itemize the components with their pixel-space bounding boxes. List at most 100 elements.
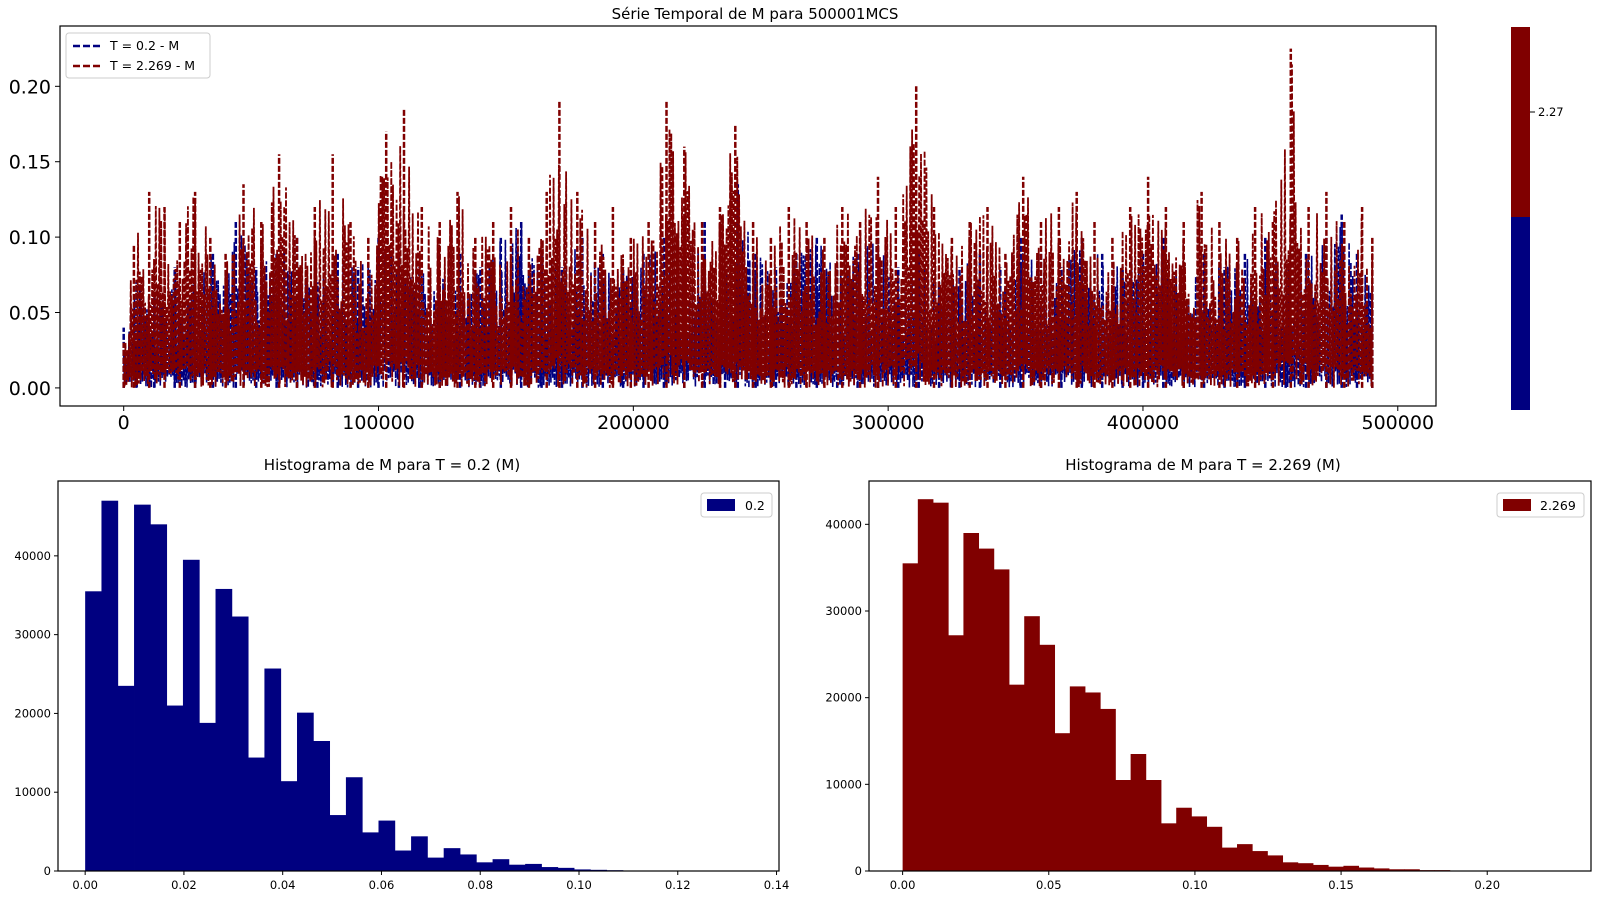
histogram-low-bar — [525, 863, 542, 871]
histogram-high-bar — [1206, 826, 1223, 871]
histogram-low-bar — [101, 500, 119, 871]
y-tick-label: 20000 — [14, 706, 51, 720]
histogram-high-bar — [1252, 851, 1268, 871]
histogram-high-bar — [1191, 816, 1208, 871]
x-tick-label: 0.20 — [1474, 878, 1500, 892]
time-series-plot-area — [122, 48, 1374, 388]
histogram-low-bar — [459, 854, 477, 871]
histogram-high-bar — [1267, 855, 1284, 871]
y-tick-label: 0.00 — [9, 378, 51, 400]
histogram-high-bar — [1085, 692, 1101, 871]
histogram-low-bar — [150, 524, 168, 871]
histogram-low-legend-swatch — [707, 499, 735, 511]
histogram-high-bar — [1145, 780, 1162, 871]
histogram-low-bar — [85, 591, 102, 871]
series-line-high — [122, 64, 1374, 388]
y-tick-label: 20000 — [825, 691, 862, 705]
histogram-high-bar — [902, 563, 919, 871]
histogram-high-bar — [1115, 780, 1132, 871]
histogram-low-bar — [492, 859, 510, 871]
histogram-high-bar — [1343, 865, 1360, 871]
histogram-low-bar — [443, 848, 461, 871]
histogram-low-bar — [264, 668, 282, 871]
y-tick-label: 30000 — [825, 604, 862, 618]
histogram-high-bar — [948, 635, 964, 871]
histogram-high-bar — [917, 499, 934, 871]
histogram-low-frame — [57, 480, 780, 872]
x-tick-label: 0.15 — [1328, 878, 1354, 892]
histogram-high-bar — [1009, 684, 1025, 871]
colorbar-tick-label: 2.27 — [1538, 105, 1564, 119]
histogram-high-bar — [978, 548, 995, 871]
y-tick-label: 40000 — [825, 517, 862, 531]
histogram-high-frame — [868, 480, 1592, 872]
histogram-low-bar — [378, 820, 396, 871]
histogram-high-bar — [1237, 844, 1253, 871]
histogram-high-bar — [1161, 823, 1177, 871]
histogram-low-bar — [182, 559, 200, 871]
histogram-low-legend: 0.2 — [700, 492, 773, 518]
colorbar: 2.27 — [1511, 27, 1564, 410]
histogram-high-bar — [1221, 847, 1238, 871]
histogram-low-bars — [85, 500, 771, 871]
histogram-low-y-axis: 0 10000 20000 30000 40000 — [14, 549, 58, 878]
histogram-low-bar — [508, 864, 526, 871]
y-tick-label: 0.20 — [9, 76, 51, 98]
histogram-low-title: Histograma de M para T = 0.2 (M) — [264, 456, 520, 474]
histogram-high-x-axis: 0.00 0.05 0.10 0.15 0.20 — [890, 871, 1500, 892]
x-tick-label: 0.14 — [764, 878, 790, 892]
histogram-high-bar — [1328, 866, 1344, 871]
y-tick-label: 0 — [855, 864, 862, 878]
x-tick-label: 0.10 — [1182, 878, 1208, 892]
histogram-high-bar — [1373, 868, 1390, 871]
histogram-low-bar — [280, 781, 298, 871]
x-tick-label: 300000 — [852, 412, 925, 434]
time-series-y-axis: 0.00 0.05 0.10 0.15 0.20 — [9, 76, 60, 400]
x-tick-label: 0.02 — [171, 878, 197, 892]
histogram-high-bar — [963, 533, 980, 871]
histogram-high-y-axis: 0 10000 20000 30000 40000 — [825, 517, 869, 878]
histogram-low-bar — [199, 722, 216, 871]
histogram-low-bar — [557, 867, 575, 871]
x-tick-label: 500000 — [1362, 412, 1435, 434]
x-tick-label: 200000 — [597, 412, 670, 434]
y-tick-label: 10000 — [14, 785, 51, 799]
histogram-low-bar — [541, 867, 559, 871]
legend-label-low: T = 0.2 - M — [109, 38, 179, 53]
histogram-low-bar — [248, 757, 265, 871]
x-tick-label: 0.00 — [72, 878, 98, 892]
histogram-low-bar — [329, 815, 347, 871]
histogram-high-title: Histograma de M para T = 2.269 (M) — [1065, 456, 1340, 474]
histogram-low-bar — [297, 712, 314, 871]
histogram-high-bar — [1024, 616, 1040, 871]
histogram-high-bar — [1404, 869, 1420, 871]
histogram-low-bar — [362, 832, 379, 871]
histogram-high-bar — [1297, 863, 1314, 871]
legend-label-high: T = 2.269 - M — [109, 58, 195, 73]
histogram-high-legend-swatch — [1503, 499, 1531, 511]
y-tick-label: 0.10 — [9, 227, 51, 249]
histogram-high-temp: Histograma de M para T = 2.269 (M) 0.00 0… — [825, 456, 1592, 892]
histogram-low-bar — [411, 836, 428, 871]
x-tick-label: 0.05 — [1036, 878, 1062, 892]
y-tick-label: 0.05 — [9, 303, 51, 325]
histogram-high-bar — [1039, 644, 1056, 871]
histogram-high-legend-label: 2.269 — [1540, 498, 1576, 513]
y-tick-label: 0 — [44, 864, 51, 878]
x-tick-label: 400000 — [1107, 412, 1180, 434]
histogram-low-bar — [394, 850, 412, 871]
colorbar-segment-low — [1511, 217, 1530, 410]
histogram-low-bar — [427, 857, 445, 871]
time-series-frame — [59, 25, 1437, 407]
colorbar-segment-high — [1511, 27, 1530, 217]
x-tick-label: 0.08 — [467, 878, 493, 892]
time-series-title: Série Temporal de M para 500001MCS — [612, 5, 899, 23]
x-tick-label: 0.04 — [270, 878, 296, 892]
histogram-high-bar — [1100, 708, 1116, 871]
histogram-low-legend-label: 0.2 — [745, 498, 765, 513]
histogram-low-bar — [476, 862, 493, 871]
histogram-high-bar — [1282, 862, 1299, 871]
y-tick-label: 30000 — [14, 628, 51, 642]
histogram-high-bar — [993, 569, 1010, 871]
